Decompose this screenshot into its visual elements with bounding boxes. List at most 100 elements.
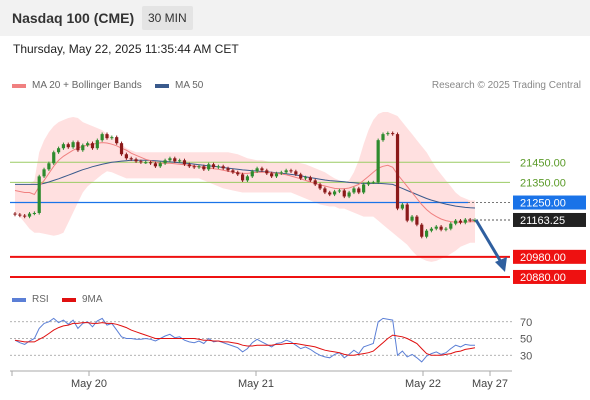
candle-body	[371, 182, 375, 184]
candle-body	[168, 158, 172, 161]
candle-body	[250, 171, 254, 177]
candle-body	[468, 219, 472, 221]
candle-body	[66, 144, 70, 148]
9ma-swatch	[62, 297, 76, 302]
candle-body	[207, 164, 211, 170]
candle-body	[182, 160, 187, 165]
projection-arrow-head	[495, 257, 507, 272]
candle-body	[148, 162, 153, 164]
candle-body	[434, 226, 438, 229]
candle-body	[352, 188, 356, 193]
legend-ma20: MA 20 + Bollinger Bands	[12, 80, 142, 91]
candle-body	[153, 163, 158, 167]
level-badge	[513, 195, 586, 210]
candle-body	[134, 159, 138, 162]
x-tick-label: May 27	[472, 378, 508, 390]
candle-body	[299, 174, 303, 179]
candle-body	[279, 172, 283, 174]
candle-body	[245, 176, 250, 181]
candle-body	[294, 171, 298, 175]
candle-body	[47, 163, 51, 170]
level-label-21350.00: 21350.00	[520, 177, 566, 189]
legend-rsi: RSI	[12, 294, 49, 305]
rsi-tick-70: 70	[520, 317, 532, 329]
candle-body	[313, 180, 317, 185]
candle-body	[463, 219, 467, 223]
candle-body	[52, 152, 56, 164]
copyright: Research © 2025 Trading Central	[431, 80, 581, 91]
level-labels-layer: 21450.00 21350.00 21250.00 21163.25 20980.00…	[513, 157, 586, 284]
candle-body	[255, 168, 259, 172]
candle-body	[197, 166, 201, 168]
level-lines-layer	[10, 161, 512, 278]
candle-body	[71, 142, 75, 148]
candle-body	[366, 182, 371, 185]
rsi-panel: 70 50 30	[10, 317, 532, 363]
candle-body	[158, 163, 162, 167]
candle-body	[18, 214, 22, 216]
x-tick-label: May 22	[405, 378, 441, 390]
candle-body	[163, 160, 167, 164]
candle-body	[81, 145, 85, 151]
candle-body	[332, 191, 337, 195]
rsi-tick-30: 30	[520, 350, 532, 362]
candle-body	[13, 213, 17, 215]
candle-body	[86, 143, 90, 146]
candle-body	[216, 166, 220, 168]
candle-body	[105, 134, 109, 139]
candle-body	[100, 134, 104, 141]
candle-body	[395, 134, 400, 209]
candle-body	[187, 164, 191, 167]
candle-body	[473, 220, 477, 222]
level-label-20880.00: 20880.00	[513, 269, 586, 284]
candle-body	[347, 192, 351, 197]
instrument-title: Nasdaq 100 (CME)	[12, 10, 135, 26]
candle-body	[178, 160, 182, 162]
level-badge	[513, 249, 586, 264]
candle-body	[318, 184, 322, 189]
interval-badge[interactable]: 30 MIN	[142, 6, 193, 30]
x-tick-label: May 20	[71, 378, 107, 390]
timestamp: Thursday, May 22, 2025 11:35:44 AM CET	[13, 42, 239, 56]
level-label-21250.00: 21250.00	[513, 195, 586, 210]
candle-body	[289, 170, 293, 172]
x-axis: May 20 May 21 May 22 May 27	[10, 370, 512, 390]
ma50-label: MA 50	[175, 80, 204, 91]
header-bar: Nasdaq 100 (CME) 30 MIN	[0, 0, 590, 36]
candle-body	[270, 173, 274, 177]
candle-body	[405, 204, 409, 221]
projection-arrow-shaft	[474, 219, 503, 263]
candle-body	[342, 190, 346, 197]
candle-body	[424, 230, 429, 237]
candle-body	[211, 164, 216, 168]
candle-body	[458, 220, 463, 223]
legend-ma50: MA 50	[155, 80, 203, 91]
candle-body	[221, 166, 225, 169]
candle-body	[357, 188, 361, 193]
ma20-label: MA 20 + Bollinger Bands	[32, 80, 142, 91]
candle-body	[226, 168, 230, 171]
candle-body	[303, 177, 308, 179]
level-text: 21250.00	[520, 198, 566, 210]
candle-body	[420, 224, 424, 237]
candle-body	[415, 216, 419, 225]
candle-body	[308, 177, 312, 181]
candle-body	[110, 137, 114, 139]
candle-body	[192, 166, 196, 168]
candle-body	[386, 133, 390, 135]
candle-body	[23, 215, 27, 217]
candle-body	[144, 162, 148, 164]
bollinger-band-layer	[15, 112, 475, 262]
level-badge	[513, 269, 586, 284]
candle-body	[76, 142, 80, 151]
candle-body	[265, 170, 269, 174]
candle-body	[124, 154, 128, 159]
ma20-swatch	[12, 83, 26, 88]
candle-body	[202, 166, 206, 170]
level-text: 20980.00	[520, 252, 566, 264]
candle-body	[240, 174, 245, 181]
candle-body	[56, 148, 61, 153]
level-label-21163.25: 21163.25	[513, 212, 586, 227]
9ma-label: 9MA	[82, 294, 103, 305]
candle-body	[376, 140, 380, 183]
